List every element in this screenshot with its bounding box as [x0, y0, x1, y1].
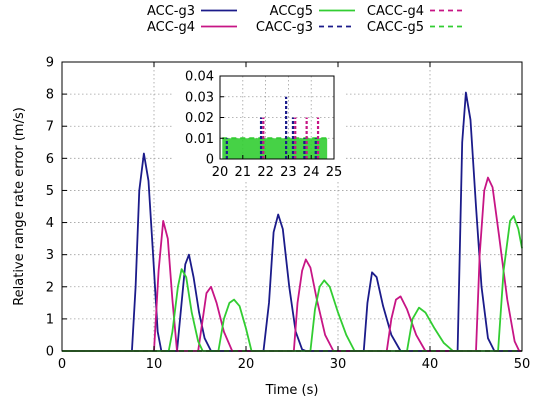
legend-label: CACC-g3	[256, 20, 313, 35]
inset-y-tick-label: 0	[206, 153, 214, 168]
inset-x-tick-label: 24	[303, 165, 320, 180]
inset-x-tick-label: 20	[212, 165, 229, 180]
series-line-acc-g3	[62, 91, 522, 352]
inset-y-tick-label: 0.04	[185, 70, 214, 85]
inset-ticks: 20 21 22 23 24 25 0 0.01 0.02 0.03 0.04	[185, 70, 342, 181]
inset-plot: 20 21 22 23 24 25 0 0.01 0.02 0.03 0.04	[172, 68, 344, 181]
inset-y-tick-label: 0.02	[185, 111, 214, 126]
x-axis-label: Time (s)	[265, 383, 319, 398]
y-tick-label: 9	[46, 56, 54, 71]
x-tick-label: 0	[58, 357, 66, 372]
y-tick-label: 0	[46, 345, 54, 360]
inset-x-tick-label: 23	[280, 165, 297, 180]
y-tick-label: 7	[46, 120, 54, 135]
inset-y-tick-label: 0.01	[185, 132, 214, 147]
y-tick-label: 8	[46, 88, 54, 103]
y-tick-label: 3	[46, 248, 54, 263]
x-tick-label: 40	[422, 357, 439, 372]
legend-label: CACC-g5	[367, 20, 424, 35]
inset-x-tick-label: 25	[326, 165, 343, 180]
legend-label: CACC-g4	[367, 4, 424, 19]
x-tick-label: 30	[330, 357, 347, 372]
inset-y-tick-label: 0.03	[185, 90, 214, 105]
inset-series	[222, 96, 328, 159]
main-plot-frame	[61, 61, 523, 352]
y-tick-label: 6	[46, 152, 54, 167]
inset-x-tick-label: 22	[257, 165, 274, 180]
legend-label: ACC-g4	[147, 20, 195, 35]
legend: ACC-g3 ACCg5 CACC-g4 ACC-g4 CACC-g3 CACC-g5	[147, 4, 466, 35]
y-tick-label: 2	[46, 280, 54, 295]
y-tick-label: 1	[46, 312, 54, 327]
y-axis-label: Relative range rate error (m/s)	[12, 107, 27, 306]
x-tick-label: 50	[514, 357, 531, 372]
series-line-acc-g4	[62, 176, 522, 352]
y-tick-label: 4	[46, 216, 54, 231]
legend-label: ACC-g3	[147, 4, 195, 19]
y-tick-label: 5	[46, 184, 54, 199]
legend-label: ACCg5	[270, 4, 313, 19]
inset-series-cacc-g5-band	[222, 138, 328, 159]
x-tick-label: 10	[146, 357, 163, 372]
series-line-accg5	[62, 215, 523, 352]
inset-background	[172, 68, 344, 181]
inset-x-tick-label: 21	[235, 165, 252, 180]
x-tick-label: 20	[238, 357, 255, 372]
